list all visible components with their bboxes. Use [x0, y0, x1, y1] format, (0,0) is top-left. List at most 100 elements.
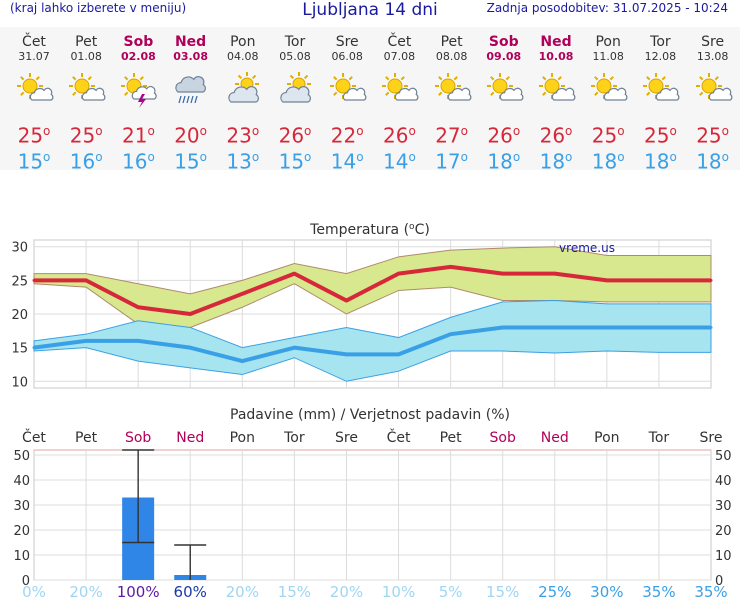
data-point	[397, 352, 401, 356]
y-tick-label: 25	[11, 274, 28, 289]
data-point	[501, 325, 505, 329]
probability-label: 100%	[117, 583, 160, 600]
day-date: 06.08	[331, 50, 363, 63]
sun-cloud-icon	[17, 73, 54, 101]
day-date: 12.08	[644, 50, 677, 63]
max-temperature: 25o	[591, 123, 625, 148]
day-column: Pon 11.08 25o 18o	[582, 27, 634, 174]
day-name: Ned	[174, 34, 207, 50]
menu-hint[interactable]: (kraj lahko izberete v meniju)	[10, 1, 187, 15]
probability-label: 35%	[694, 583, 727, 600]
sun-cloud-icon	[591, 73, 628, 101]
day-column: Čet 31.07 25o 15o	[8, 27, 60, 174]
data-point	[449, 332, 453, 336]
probability-label: 20%	[226, 583, 259, 600]
day-column: Sob 02.08 21o 16o	[112, 27, 164, 174]
y-tick-label-right: 10	[715, 549, 732, 564]
probability-label: 25%	[538, 583, 571, 600]
data-point	[136, 305, 140, 309]
probability-label: 5%	[439, 583, 463, 600]
data-point	[136, 339, 140, 343]
probability-label: 15%	[486, 583, 519, 600]
min-temperature: 16o	[121, 149, 155, 174]
data-point	[84, 339, 88, 343]
sun-cloud-icon	[539, 73, 576, 101]
min-temperature: 18o	[591, 149, 625, 174]
min-temperature: 15o	[278, 149, 312, 174]
day-date: 01.08	[70, 50, 102, 63]
day-column: Sob 09.08 26o 18o	[478, 27, 530, 174]
day-column: Sre 06.08 22o 14o	[321, 27, 373, 174]
x-tick-label: Pet	[75, 430, 98, 446]
min-temperature: 18o	[696, 149, 729, 174]
min-temperature: 15o	[174, 149, 207, 174]
min-temperature: 18o	[643, 149, 677, 174]
watermark: vreme.us	[559, 241, 615, 255]
day-name: Sre	[701, 34, 725, 50]
day-column: Ned 10.08 26o 18o	[530, 27, 582, 174]
data-point	[344, 299, 348, 303]
data-point	[188, 312, 192, 316]
y-tick-label-right: 30	[715, 499, 732, 514]
data-point	[32, 278, 36, 282]
day-date: 04.08	[227, 50, 259, 63]
min-temperature: 18o	[487, 149, 521, 174]
x-tick-label: Sre	[700, 430, 723, 446]
day-name: Tor	[650, 34, 671, 50]
max-temperature: 25o	[69, 123, 103, 148]
day-name: Sob	[123, 34, 154, 50]
day-date: 07.08	[383, 50, 416, 63]
probability-label: 20%	[330, 583, 363, 600]
day-column: Tor 05.08 26o 15o	[269, 27, 321, 174]
page-title: Ljubljana 14 dni	[302, 0, 438, 20]
max-temperature: 23o	[226, 123, 260, 148]
last-updated: Zadnja posodobitev: 31.07.2025 - 10:24	[486, 1, 728, 15]
data-point	[188, 346, 192, 350]
max-temperature: 26o	[539, 123, 573, 148]
data-point	[709, 278, 713, 282]
min-temperature: 14o	[330, 149, 364, 174]
day-column: Ned 03.08 20o 15o	[165, 27, 217, 174]
y-tick-label: 20	[13, 524, 30, 539]
min-temperature: 18o	[539, 149, 573, 174]
day-name: Pon	[230, 34, 256, 50]
probability-label: 20%	[69, 583, 102, 600]
temperature-chart: 10 15 20 25 30 Temperatura (oC) vreme.us	[11, 222, 713, 390]
probability-label: 30%	[590, 583, 623, 600]
day-column: Pon 04.08 23o 13o	[217, 27, 269, 174]
max-temperature: 21o	[121, 123, 155, 148]
day-name: Sob	[488, 34, 519, 50]
x-tick-label: Ned	[176, 430, 204, 446]
daily-forecast-strip: Čet 31.07 25o 15o Pet 01.08 25o 16o Sob 02.08 21o 1…	[0, 27, 740, 174]
sun-cloud-icon	[330, 73, 367, 101]
probability-label: 10%	[382, 583, 415, 600]
data-point	[605, 325, 609, 329]
day-date: 10.08	[538, 50, 574, 63]
top-bar: (kraj lahko izberete v meniju) Ljubljana…	[0, 0, 740, 20]
day-date: 08.08	[435, 50, 468, 63]
y-tick-label: 15	[11, 342, 28, 357]
day-column: Tor 12.08 25o 18o	[634, 27, 686, 174]
precipitation-chart: Padavine (mm) / Verjetnost padavin (%) Če…	[13, 407, 732, 600]
day-date: 02.08	[120, 50, 156, 63]
y-tick-label: 10	[13, 549, 30, 564]
day-name: Pon	[595, 34, 621, 50]
x-tick-label: Pon	[230, 430, 255, 446]
x-tick-label: Čet	[387, 428, 411, 446]
data-point	[397, 272, 401, 276]
max-temperature: 20o	[174, 123, 207, 148]
day-date: 31.07	[18, 50, 50, 63]
data-point	[553, 325, 557, 329]
day-column: Sre 13.08 25o 18o	[687, 27, 739, 174]
sun-cloud-icon	[434, 73, 471, 101]
x-tick-label: Tor	[648, 430, 670, 446]
x-tick-label: Čet	[22, 428, 46, 446]
max-temperature: 25o	[643, 123, 677, 148]
data-point	[605, 278, 609, 282]
day-column: Pet 01.08 25o 16o	[60, 27, 112, 174]
day-column: Pet 08.08 27o 17o	[426, 27, 478, 174]
y-tick-label: 10	[11, 375, 28, 390]
chart-title: Padavine (mm) / Verjetnost padavin (%)	[230, 407, 510, 423]
chart-title: Temperatura (oC)	[309, 222, 430, 238]
data-point	[84, 278, 88, 282]
